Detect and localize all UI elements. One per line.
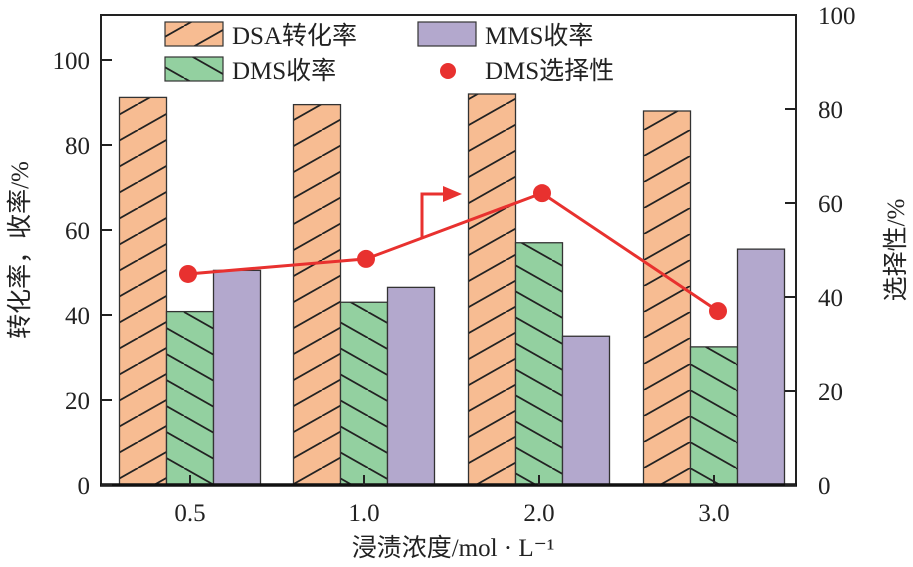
bar-DMS收率-2.0	[514, 242, 564, 486]
bar-MMS收率-1.0	[386, 286, 436, 486]
selectivity-point-1.0	[357, 249, 375, 268]
x-axis-title: 浸渍浓度/mol · L⁻¹	[352, 534, 555, 562]
y-axis-title-right: 选择性/%	[882, 199, 910, 302]
right-tick-label: 20	[818, 379, 843, 406]
right-tick-label: 80	[818, 97, 843, 124]
x-tick-label: 0.5	[174, 500, 205, 527]
right-axis: 0 20 40 60 80 100	[785, 3, 856, 500]
right-tick-label: 100	[818, 3, 856, 30]
selectivity-line	[187, 191, 719, 313]
legend: DSA转化率 MMS收率 DMS收率 DMS选择性	[164, 21, 614, 85]
legend-item-dsa-conversion: DSA转化率	[164, 21, 357, 50]
x-tick-label: 2.0	[523, 500, 554, 527]
legend-item-dms-yield: DMS收率	[164, 56, 336, 85]
right-tick-label: 60	[818, 191, 843, 218]
bar-MMS收率-0.5	[212, 269, 262, 486]
selectivity-point-3.0	[709, 302, 727, 321]
x-tick-label: 3.0	[698, 500, 729, 527]
legend-label-mms-yield: MMS收率	[485, 22, 593, 50]
legend-item-mms-yield: MMS收率	[417, 21, 593, 50]
bar-MMS收率-2.0	[561, 335, 611, 486]
left-axis: 0 20 40 60 80 100	[53, 48, 112, 500]
bar-DMS收率-1.0	[339, 301, 389, 486]
left-tick-label: 20	[65, 388, 90, 415]
selectivity-line-layer	[179, 184, 727, 321]
bar-DSA转化率-2.0	[467, 93, 517, 486]
selectivity-point-0.5	[179, 264, 197, 283]
legend-swatch-dms-yield	[164, 56, 224, 82]
legend-swatch-mms-yield	[417, 21, 477, 47]
y-axis-title-left: 转化率，收率/%	[6, 161, 34, 339]
legend-swatch-dsa-conversion	[164, 21, 224, 47]
legend-item-dms-selectivity: DMS选择性	[440, 57, 614, 85]
legend-marker-dms-selectivity	[440, 63, 456, 79]
right-tick-label: 0	[818, 473, 831, 500]
bars-layer	[118, 93, 786, 486]
left-tick-label: 60	[65, 218, 90, 245]
x-axis: 0.5 1.0 2.0 3.0	[174, 475, 730, 527]
legend-label-dms-selectivity: DMS选择性	[485, 57, 614, 85]
left-tick-label: 40	[65, 303, 90, 330]
bar-DSA转化率-3.0	[642, 110, 692, 486]
right-tick-label: 40	[818, 285, 843, 312]
legend-label-dms-yield: DMS收率	[232, 57, 336, 85]
bar-DSA转化率-1.0	[292, 103, 342, 486]
legend-label-dsa-conversion: DSA转化率	[232, 22, 357, 50]
x-tick-label: 1.0	[348, 500, 379, 527]
right-axis-arrow-annotation	[420, 186, 462, 238]
bar-DSA转化率-0.5	[118, 96, 168, 486]
bar-DMS收率-3.0	[689, 346, 739, 486]
left-tick-label: 100	[53, 48, 91, 75]
left-tick-label: 80	[65, 133, 90, 160]
bar-MMS收率-3.0	[736, 248, 786, 486]
bar-DMS收率-0.5	[165, 310, 215, 486]
left-tick-label: 0	[78, 473, 91, 500]
selectivity-point-2.0	[533, 184, 551, 203]
